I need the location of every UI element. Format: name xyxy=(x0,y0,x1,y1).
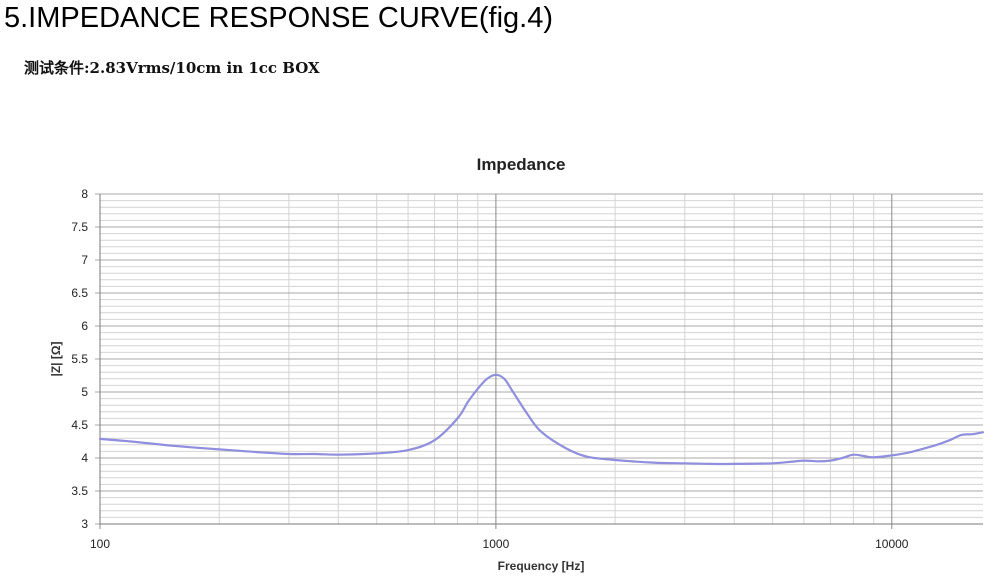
x-axis-ticks: 100 1000 10000 xyxy=(90,537,909,551)
y-tick-label: 3.5 xyxy=(71,484,88,498)
y-tick-label: 3 xyxy=(81,517,88,531)
y-tick-label: 7.5 xyxy=(71,220,88,234)
major-grid xyxy=(95,193,983,529)
document-heading: 5.IMPEDANCE RESPONSE CURVE(fig.4) xyxy=(4,2,553,34)
x-axis-label: Frequency [Hz] xyxy=(498,559,585,573)
y-tick-label: 6 xyxy=(81,319,88,333)
y-tick-label: 6.5 xyxy=(71,286,88,300)
y-tick-label: 5 xyxy=(81,385,88,399)
impedance-series-line xyxy=(98,373,985,466)
y-tick-label: 4.5 xyxy=(71,418,88,432)
y-axis-label: |Z| [Ω] xyxy=(49,342,63,377)
chart-title: Impedance xyxy=(477,155,566,174)
x-tick-label: 1000 xyxy=(483,537,510,551)
y-tick-label: 4 xyxy=(81,451,88,465)
x-tick-label: 100 xyxy=(90,537,110,551)
y-tick-label: 5.5 xyxy=(71,352,88,366)
y-tick-label: 7 xyxy=(81,253,88,267)
y-axis-ticks: 3 3.5 4 4.5 5 5.5 6 6.5 7 7.5 8 xyxy=(71,187,88,531)
test-conditions: 测试条件:2.83Vrms/10cm in 1cc BOX xyxy=(24,59,320,77)
x-tick-label: 10000 xyxy=(875,537,909,551)
y-tick-label: 8 xyxy=(81,187,88,201)
